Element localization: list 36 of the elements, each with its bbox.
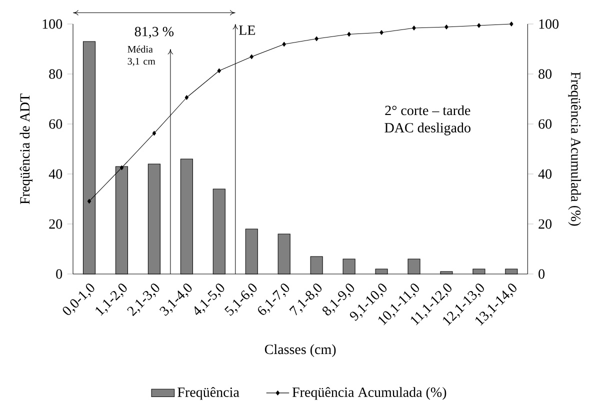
point — [152, 130, 156, 136]
point — [250, 54, 254, 60]
y2-tick-label: 100 — [539, 19, 559, 29]
y-tick-label: 0 — [56, 269, 62, 279]
annotation: Média 3,1 cm — [128, 46, 156, 66]
y2-tick-label: 60 — [538, 119, 552, 129]
point — [477, 23, 481, 28]
point — [120, 165, 124, 170]
y-tick-label: 80 — [49, 69, 62, 79]
annotation: 81,3 % — [134, 26, 174, 38]
legend-label: Freqüência — [178, 387, 240, 400]
y2-tick-label: 20 — [538, 219, 552, 229]
annotation: LE — [239, 26, 256, 35]
legend-label: Freqüência Acumulada (%) — [292, 387, 446, 400]
y2-axis-title: Freqüência Acumulada (%) — [568, 72, 581, 226]
point — [282, 42, 286, 47]
y-tick-label: 100 — [42, 19, 62, 29]
x-axis-title: Classes (cm) — [264, 344, 336, 357]
annotation: DAC desligado — [384, 122, 470, 136]
y-axis-title: Freqüência de ADT — [20, 94, 32, 204]
y2-tick-label: 80 — [538, 69, 552, 79]
point — [380, 30, 384, 35]
y-tick-label: 60 — [49, 119, 62, 129]
point — [184, 95, 189, 100]
y2-tick-label: 40 — [538, 169, 552, 179]
point — [444, 24, 448, 30]
y2-tick-label: 0 — [538, 269, 545, 279]
point — [510, 22, 514, 26]
point — [347, 32, 351, 37]
y-tick-label: 40 — [48, 169, 62, 179]
point — [412, 26, 416, 30]
point — [87, 198, 92, 204]
point — [217, 68, 222, 74]
annotation: 2° corte – tarde — [385, 105, 470, 116]
point — [314, 36, 318, 42]
y-tick-label: 20 — [49, 219, 62, 229]
